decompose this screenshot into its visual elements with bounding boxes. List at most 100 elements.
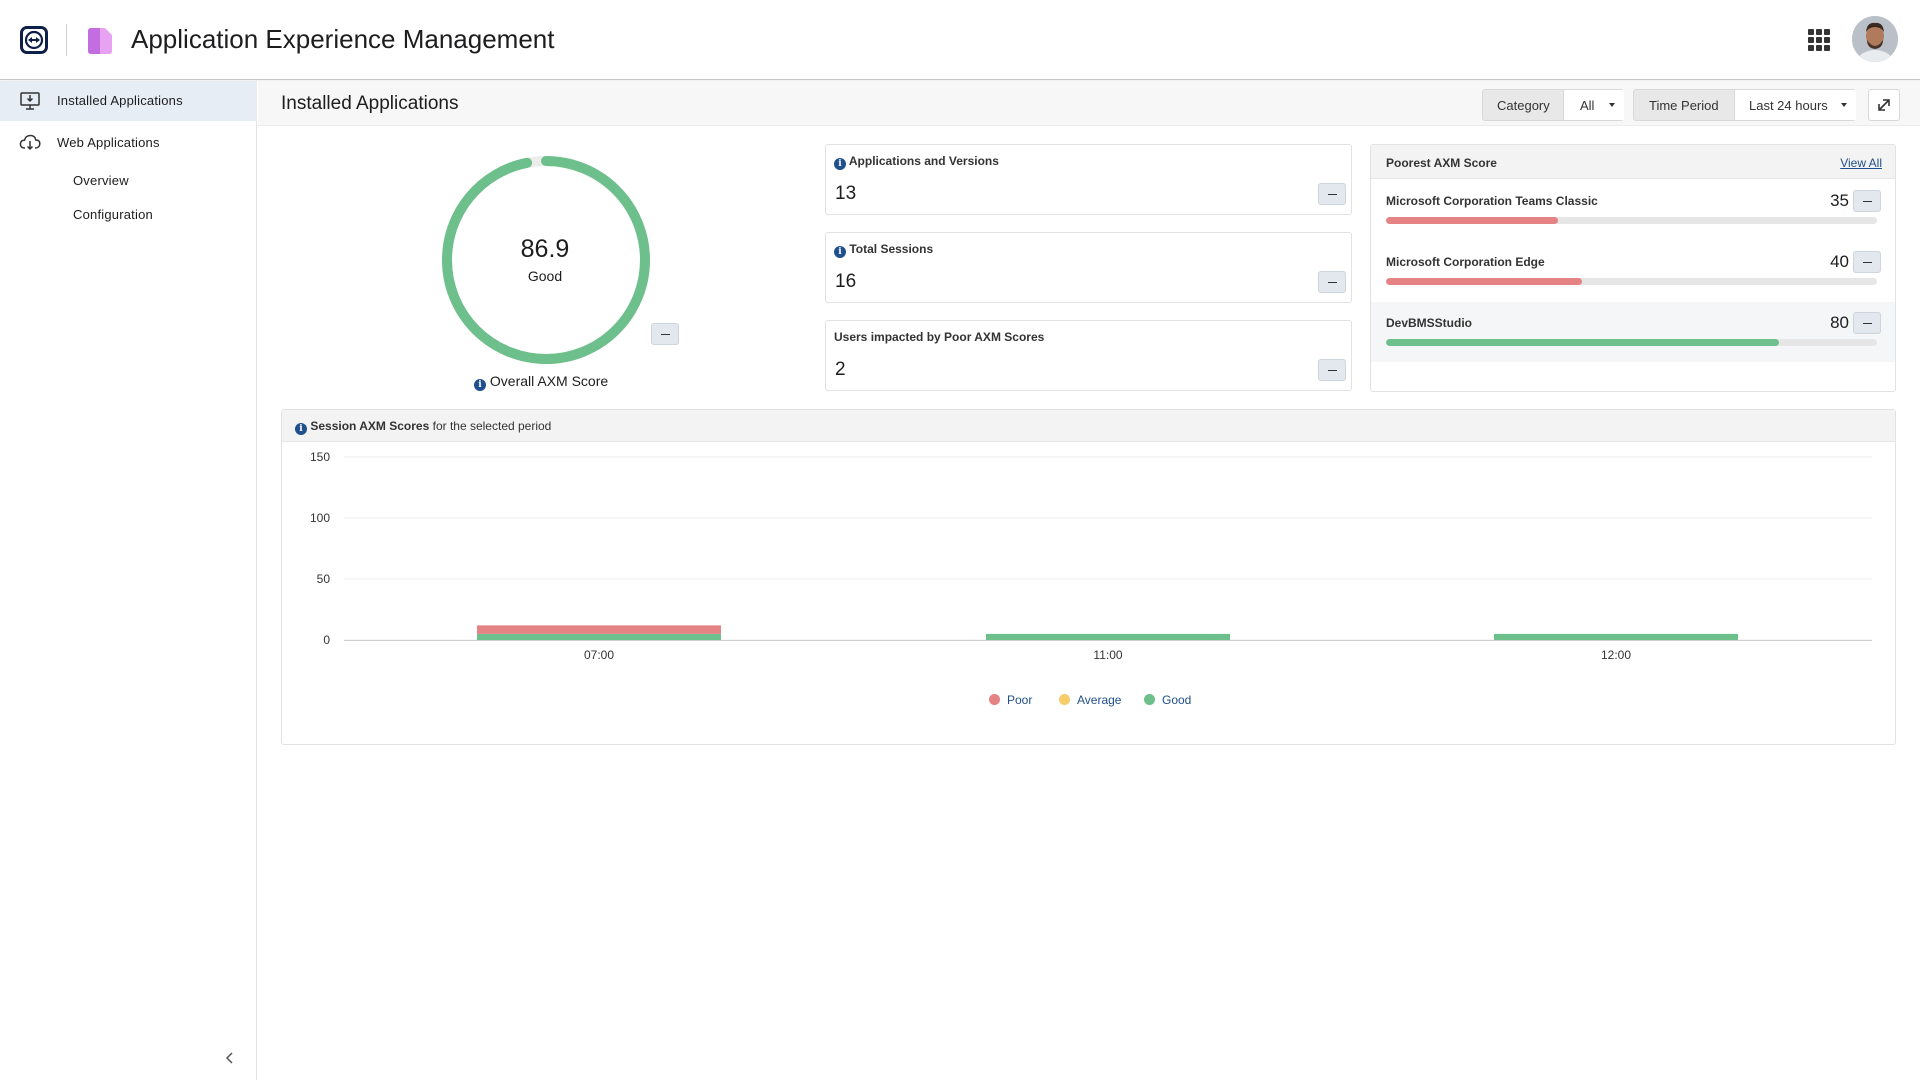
sidebar-item-label: Web Applications — [57, 135, 160, 150]
gauge-arc — [442, 156, 650, 364]
monitor-download-icon — [19, 91, 41, 111]
legend-dot — [1144, 694, 1155, 705]
time-period-filter-label: Time Period — [1649, 98, 1719, 113]
header-divider — [66, 24, 67, 56]
bar-good-1100[interactable] — [986, 633, 1230, 640]
row-menu-button[interactable] — [1853, 251, 1881, 273]
app-title: Application Experience Management — [131, 24, 555, 54]
sidebar-subitem-configuration[interactable]: Configuration — [73, 207, 153, 222]
score-bar-fill — [1386, 217, 1558, 224]
sidebar-item-web-applications[interactable]: Web Applications — [0, 123, 257, 163]
overall-score-rating: Good — [527, 268, 563, 284]
user-avatar[interactable] — [1852, 16, 1898, 62]
row-menu-button[interactable] — [1853, 190, 1881, 212]
kpi-menu-button[interactable] — [1318, 271, 1346, 293]
kpi-menu-button[interactable] — [1318, 359, 1346, 381]
y-tick-label: 0 — [323, 633, 330, 647]
info-icon[interactable]: i — [295, 423, 307, 435]
info-icon[interactable]: i — [834, 246, 846, 258]
category-filter[interactable]: Category All — [1482, 89, 1624, 121]
app-name: DevBMSStudio — [1386, 316, 1473, 330]
score-bar-fill — [1386, 278, 1583, 285]
overall-score-gauge — [442, 156, 650, 364]
legend-dot — [1059, 694, 1070, 705]
app-score: 40 — [1830, 252, 1849, 271]
app-score: 80 — [1830, 313, 1849, 332]
overall-score-label-text: Overall AXM Score — [489, 373, 609, 389]
app-score: 35 — [1830, 191, 1849, 210]
page-title: Installed Applications — [281, 93, 459, 114]
kpi-card-users-impacted: Users impacted by Poor AXM Scores 2 — [825, 320, 1352, 391]
kpi-title-text: Users impacted by Poor AXM Scores — [834, 330, 1045, 344]
legend-label: Average — [1077, 693, 1122, 707]
chart-header: i Session AXM Scores for the selected pe… — [282, 410, 1895, 442]
poorest-score-row[interactable]: Microsoft Corporation Edge 40 — [1371, 241, 1895, 301]
session-scores-chart: 150 100 50 0 07:00 11:00 12:00 — [310, 450, 1872, 662]
legend-label: Good — [1162, 693, 1192, 707]
kpi-card-total-sessions: i Total Sessions 16 — [825, 232, 1352, 303]
time-period-select-value: Last 24 hours — [1749, 98, 1828, 113]
x-tick-label: 07:00 — [584, 648, 614, 662]
cloud-download-icon — [19, 133, 41, 153]
page-header: Installed Applications Category All Time… — [258, 81, 1920, 126]
legend-dot — [989, 694, 1000, 705]
view-all-link[interactable]: View All — [1840, 156, 1882, 170]
poorest-score-row[interactable]: DevBMSStudio 80 — [1371, 302, 1895, 362]
x-tick-label: 11:00 — [1093, 648, 1122, 662]
app-header: Application Experience Management — [0, 0, 1920, 80]
kpi-title: Users impacted by Poor AXM Scores — [834, 330, 1044, 344]
bar-good-1200[interactable] — [1494, 633, 1738, 640]
expand-icon — [1878, 99, 1890, 111]
sidebar: Installed Applications Web Applications … — [0, 81, 257, 1080]
info-icon[interactable]: i — [474, 379, 486, 391]
sidebar-subitem-overview[interactable]: Overview — [73, 173, 129, 188]
overall-score-label: i Overall AXM Score — [474, 373, 608, 391]
category-select-value: All — [1580, 98, 1595, 113]
app-name: Microsoft Corporation Edge — [1386, 255, 1545, 269]
legend-label: Poor — [1007, 693, 1033, 707]
sidebar-item-label: Installed Applications — [57, 93, 183, 108]
y-tick-label: 100 — [310, 511, 330, 525]
bar-good-0700[interactable] — [477, 633, 721, 640]
score-bar-track — [1386, 339, 1877, 346]
time-period-filter[interactable]: Time Period Last 24 hours — [1633, 89, 1856, 121]
app-name: Microsoft Corporation Teams Classic — [1386, 194, 1598, 208]
info-icon[interactable]: i — [834, 158, 846, 170]
score-bar-track — [1386, 217, 1877, 224]
overall-score-value: 86.9 — [520, 235, 570, 263]
chevron-down-icon — [1841, 103, 1847, 107]
chevron-down-icon — [1609, 103, 1615, 107]
poorest-score-header: Poorest AXM Score View All — [1371, 145, 1895, 179]
row-menu-button[interactable] — [1853, 312, 1881, 334]
bar-poor-0700[interactable] — [477, 625, 721, 634]
score-bar-fill — [1386, 339, 1779, 346]
kpi-title-text: Applications and Versions — [848, 154, 999, 168]
sidebar-item-installed-applications[interactable]: Installed Applications — [0, 81, 257, 121]
poorest-score-row[interactable]: Microsoft Corporation Teams Classic 35 — [1371, 180, 1895, 240]
gauge-menu-button[interactable] — [651, 323, 679, 345]
kpi-value: 16 — [835, 271, 857, 292]
chart-title: i Session AXM Scores for the selected pe… — [295, 419, 551, 435]
kpi-menu-button[interactable] — [1318, 183, 1346, 205]
poorest-score-title: Poorest AXM Score — [1386, 156, 1497, 170]
category-filter-label: Category — [1497, 98, 1550, 113]
teamviewer-logo-icon[interactable] — [20, 26, 48, 54]
time-period-select[interactable]: Last 24 hours — [1734, 90, 1856, 120]
expand-button[interactable] — [1868, 89, 1900, 121]
kpi-title: i Total Sessions — [834, 242, 933, 258]
kpi-value: 13 — [835, 183, 857, 204]
kpi-title: i Applications and Versions — [834, 154, 999, 170]
y-tick-label: 150 — [310, 450, 330, 464]
x-tick-label: 12:00 — [1601, 648, 1631, 662]
chevron-left-icon[interactable] — [222, 1050, 238, 1066]
category-select[interactable]: All — [1563, 90, 1624, 120]
kpi-value: 2 — [835, 359, 846, 380]
y-tick-label: 50 — [317, 572, 331, 586]
axm-app-icon — [86, 27, 114, 55]
kpi-title-text: Total Sessions — [849, 242, 934, 256]
kpi-card-applications-versions: i Applications and Versions 13 — [825, 144, 1352, 215]
score-bar-track — [1386, 278, 1877, 285]
apps-grid-icon[interactable] — [1808, 29, 1830, 51]
poorest-score-panel: Poorest AXM Score View All Microsoft Cor… — [1370, 144, 1896, 392]
session-scores-chart-panel: i Session AXM Scores for the selected pe… — [281, 409, 1896, 745]
